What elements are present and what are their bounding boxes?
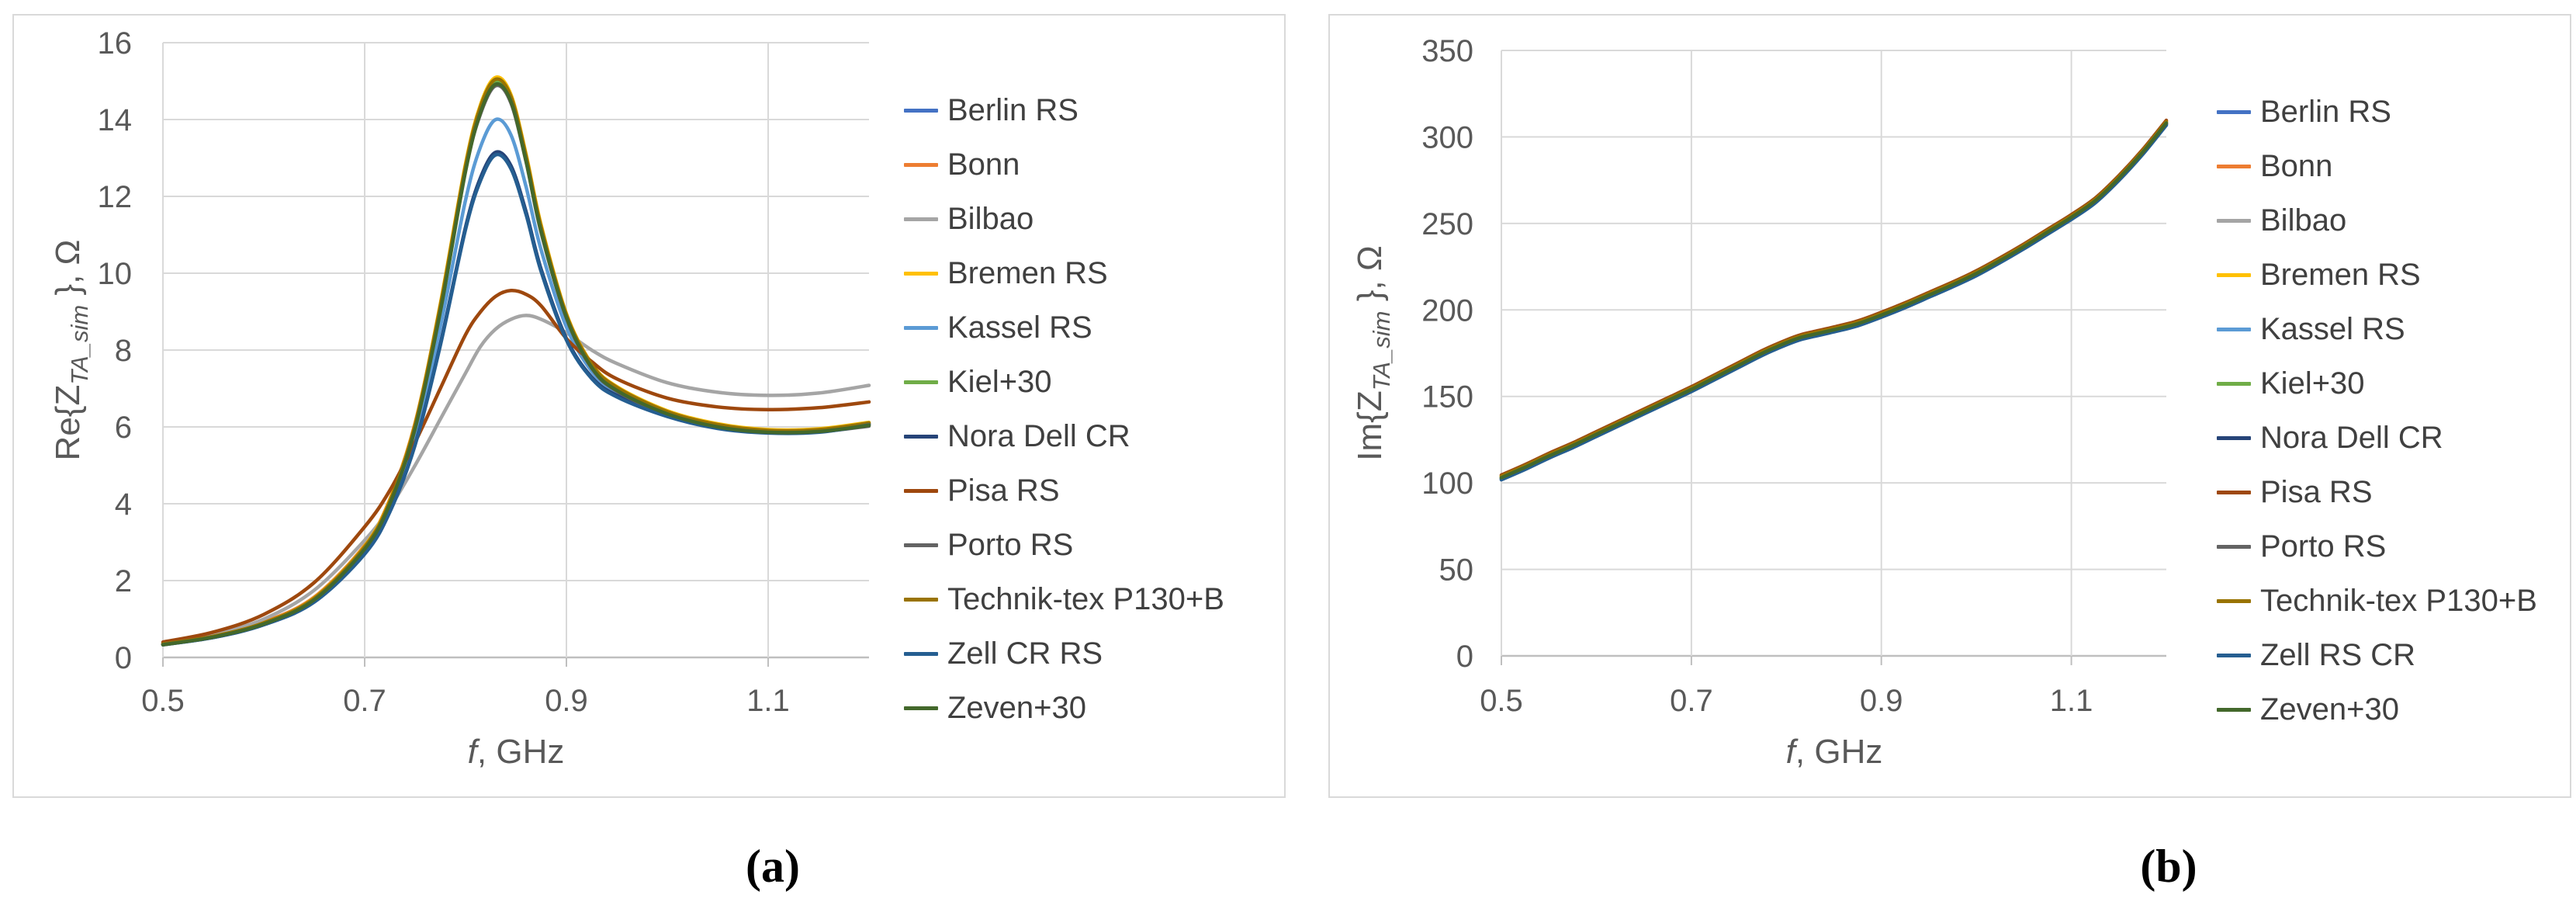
im-impedance-chart: Im{ZTA_sim }, Ω f, GHz 0 50 100 150 200 250 30… [1351, 34, 2169, 771]
series-line-bonn [1499, 119, 2169, 478]
chart-panel-b: Im{ZTA_sim }, Ω f, GHz 0 50 100 150 200 250 30… [1328, 14, 2571, 798]
y-tick-label: 6 [115, 411, 132, 445]
series-line-kassel-rs [1499, 123, 2169, 481]
series-line-bilbao [161, 314, 871, 645]
x-axis-title-a: f, GHz [468, 733, 565, 771]
x-tick-label: 0.5 [141, 684, 185, 718]
series-line-kassel-rs [161, 117, 871, 647]
y-tick-label: 100 [1421, 466, 1473, 501]
series-line-porto-rs [1499, 122, 2169, 481]
series-line-zeven-30 [161, 81, 871, 647]
y-tick-label: 350 [1421, 34, 1473, 68]
y-tick-label: 200 [1421, 293, 1473, 328]
subfigure-caption-b: (b) [2140, 841, 2197, 892]
series-line-kiel-30 [161, 80, 871, 647]
y-tick-label: 150 [1421, 380, 1473, 414]
series-line-technik-tex-p130-b [1499, 120, 2169, 478]
chart-panel-a: Re{ZTA_sim }, Ω f, GHz 0 2 4 6 8 10 12 14 16 0.5 0… [12, 14, 1286, 798]
x-tick-label: 0.7 [343, 684, 386, 718]
series-line-porto-rs [161, 83, 871, 646]
x-tick-label: 1.1 [746, 684, 790, 718]
y-tick-label: 250 [1421, 207, 1473, 241]
series-line-nora-dell-cr [1499, 122, 2169, 480]
x-tick-label: 1.1 [2050, 684, 2093, 718]
x-tick-label: 0.9 [545, 684, 588, 718]
subfigure-caption-a: (a) [746, 841, 800, 892]
series-line-bonn [161, 78, 871, 646]
y-tick-label: 8 [115, 334, 132, 368]
y-tick-label: 14 [98, 103, 133, 137]
x-tick-label: 0.5 [1480, 684, 1523, 718]
y-tick-label: 50 [1439, 553, 1474, 588]
series-line-technik-tex-p130-b [161, 77, 871, 646]
series-line-bilbao [1499, 122, 2169, 480]
y-tick-label: 300 [1421, 120, 1473, 154]
x-tick-label: 0.7 [1670, 684, 1713, 718]
y-tick-label: 12 [98, 180, 133, 214]
series-line-berlin-rs [1499, 121, 2169, 480]
series-line-nora-dell-cr [161, 150, 871, 647]
y-tick-label: 0 [115, 641, 132, 675]
series-line-pisa-rs [161, 289, 871, 644]
y-axis-title-re: Re{ZTA_sim }, Ω [49, 240, 93, 461]
y-axis-title-im: Im{ZTA_sim }, Ω [1351, 245, 1395, 461]
series-line-zeven-30 [1499, 121, 2169, 480]
x-tick-label: 0.9 [1860, 684, 1903, 718]
series-line-zell-rs-cr [1499, 123, 2169, 482]
y-tick-label: 4 [115, 487, 132, 522]
y-tick-label: 10 [98, 257, 133, 291]
y-tick-label: 2 [115, 564, 132, 598]
series-line-pisa-rs [1499, 118, 2169, 477]
y-tick-label: 0 [1456, 640, 1473, 674]
series-line-kiel-30 [1499, 120, 2169, 480]
series-line-bremen-rs [161, 75, 871, 646]
series-line-zell-cr-rs [161, 152, 871, 647]
x-axis-title-b: f, GHz [1786, 733, 1883, 771]
series-line-berlin-rs [161, 151, 871, 647]
re-impedance-chart: Re{ZTA_sim }, Ω f, GHz 0 2 4 6 8 10 12 14 16 0.5 0… [49, 26, 871, 771]
y-tick-label: 16 [98, 26, 133, 61]
series-line-bremen-rs [1499, 120, 2169, 479]
